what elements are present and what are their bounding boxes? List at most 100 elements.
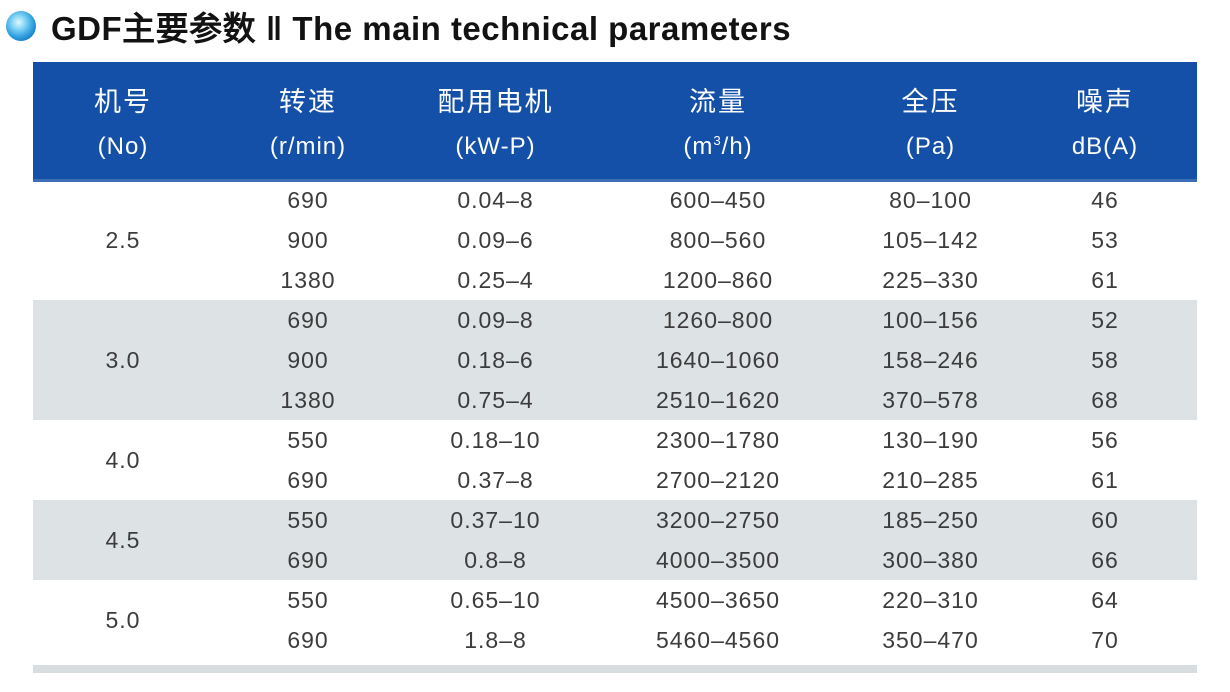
table-row: 900 0.09–6 800–560 105–142 53	[33, 220, 1197, 260]
col-header-pressure-unit: (Pa)	[905, 132, 956, 160]
col-header-speed-unit: (r/min)	[269, 132, 347, 160]
group-label: 5.0	[33, 580, 213, 660]
cell-noise: 58	[1013, 340, 1197, 380]
table-row: 4.5 550 0.37–10 3200–2750 185–250 60	[33, 500, 1197, 580]
table-row: 5.0 550 0.65–10 4500–3650 220–310 64	[33, 580, 1197, 660]
group-label: 2.5	[33, 180, 213, 300]
cell-noise: 56	[1013, 420, 1197, 460]
cell-pressure: 130–190	[848, 420, 1013, 460]
cell-speed: 550	[213, 580, 403, 620]
cell-motor: 0.04–8	[403, 180, 588, 220]
table-row: 690 0.37–8 2700–2120 210–285 61	[33, 460, 1197, 500]
cell-pressure: 185–250	[848, 500, 1013, 540]
table-row: 4.0 550 0.18–10 2300–1780 130–190 56	[33, 420, 1197, 500]
cell-noise: 70	[1013, 620, 1197, 660]
cell-motor: 0.65–10	[403, 580, 588, 620]
cell-noise: 52	[1013, 300, 1197, 340]
cell-flow: 3200–2750	[588, 500, 848, 540]
col-header-noise: 噪声 dB(A)	[1013, 62, 1197, 182]
page-title-row: GDF主要参数 ‖ The main technical parameters	[6, 4, 791, 48]
cell-motor: 0.09–8	[403, 300, 588, 340]
cell-pressure: 225–330	[848, 260, 1013, 300]
col-header-noise-unit: dB(A)	[1071, 132, 1139, 160]
cell-speed: 690	[213, 300, 403, 340]
cell-speed: 1380	[213, 260, 403, 300]
col-header-pressure-name: 全压	[901, 86, 960, 117]
col-header-no-name: 机号	[94, 86, 152, 117]
cell-pressure: 80–100	[848, 180, 1013, 220]
cell-motor: 0.75–4	[403, 380, 588, 420]
cell-flow: 4000–3500	[588, 540, 848, 580]
cell-noise: 66	[1013, 540, 1197, 580]
group-label: 4.0	[33, 420, 213, 500]
parameters-table: 机号 (No) 转速 (r/min) 配用电机 (kW-P) 流量 (m3/h)…	[33, 62, 1197, 660]
page-title: GDF主要参数 ‖ The main technical parameters	[51, 10, 792, 47]
bullet-icon	[6, 11, 36, 41]
table-row: 3.0 690 0.09–8 1260–800 100–156 52	[33, 300, 1197, 420]
cell-speed: 900	[213, 220, 403, 260]
cell-speed: 690	[213, 180, 403, 220]
table-row: 900 0.18–6 1640–1060 158–246 58	[33, 340, 1197, 380]
group-label: 3.0	[33, 300, 213, 420]
cell-noise: 61	[1013, 260, 1197, 300]
cell-flow: 1200–860	[588, 260, 848, 300]
cell-motor: 0.09–6	[403, 220, 588, 260]
cell-speed: 690	[213, 540, 403, 580]
col-header-speed: 转速 (r/min)	[213, 62, 403, 182]
cell-flow: 800–560	[588, 220, 848, 260]
cell-noise: 61	[1013, 460, 1197, 500]
cell-flow: 5460–4560	[588, 620, 848, 660]
cell-motor: 0.8–8	[403, 540, 588, 580]
col-header-motor-unit: (kW-P)	[455, 132, 536, 160]
cell-speed: 900	[213, 340, 403, 380]
cell-pressure: 210–285	[848, 460, 1013, 500]
cell-pressure: 105–142	[848, 220, 1013, 260]
cell-noise: 64	[1013, 580, 1197, 620]
cell-pressure: 220–310	[848, 580, 1013, 620]
cell-pressure: 100–156	[848, 300, 1013, 340]
cell-flow: 2700–2120	[588, 460, 848, 500]
cell-motor: 0.25–4	[403, 260, 588, 300]
cell-pressure: 158–246	[848, 340, 1013, 380]
cell-flow: 2300–1780	[588, 420, 848, 460]
group-label: 4.5	[33, 500, 213, 580]
cell-flow: 2510–1620	[588, 380, 848, 420]
cell-motor: 0.37–8	[403, 460, 588, 500]
col-header-flow-name: 流量	[689, 86, 747, 117]
table-row: 1380 0.75–4 2510–1620 370–578 68	[33, 380, 1197, 420]
cell-motor: 0.18–6	[403, 340, 588, 380]
cell-flow: 1640–1060	[588, 340, 848, 380]
cell-noise: 60	[1013, 500, 1197, 540]
cell-motor: 0.37–10	[403, 500, 588, 540]
cell-flow: 600–450	[588, 180, 848, 220]
col-header-motor: 配用电机 (kW-P)	[403, 62, 588, 182]
cell-noise: 46	[1013, 180, 1197, 220]
cell-speed: 550	[213, 500, 403, 540]
cell-motor: 0.18–10	[403, 420, 588, 460]
cell-speed: 690	[213, 460, 403, 500]
table-header: 机号 (No) 转速 (r/min) 配用电机 (kW-P) 流量 (m3/h)…	[33, 62, 1197, 182]
cell-flow: 4500–3650	[588, 580, 848, 620]
table-body: 2.5 690 0.04–8 600–450 80–100 46 900 0.0…	[33, 180, 1197, 660]
cell-speed: 690	[213, 620, 403, 660]
cell-pressure: 350–470	[848, 620, 1013, 660]
cell-speed: 550	[213, 420, 403, 460]
cell-pressure: 370–578	[848, 380, 1013, 420]
col-header-no: 机号 (No)	[33, 62, 213, 182]
cell-motor: 1.8–8	[403, 620, 588, 660]
col-header-speed-name: 转速	[279, 86, 337, 117]
table-row: 690 0.8–8 4000–3500 300–380 66	[33, 540, 1197, 580]
col-header-no-unit: (No)	[97, 132, 149, 160]
col-header-motor-name: 配用电机	[437, 86, 554, 117]
table-row: 690 1.8–8 5460–4560 350–470 70	[33, 620, 1197, 660]
cell-noise: 53	[1013, 220, 1197, 260]
col-header-pressure: 全压 (Pa)	[848, 62, 1013, 182]
col-header-noise-name: 噪声	[1076, 86, 1134, 117]
cell-noise: 68	[1013, 380, 1197, 420]
col-header-flow: 流量 (m3/h)	[588, 62, 848, 182]
cell-speed: 1380	[213, 380, 403, 420]
cell-pressure: 300–380	[848, 540, 1013, 580]
table-row: 2.5 690 0.04–8 600–450 80–100 46	[33, 180, 1197, 300]
col-header-flow-unit: (m3/h)	[683, 132, 753, 160]
